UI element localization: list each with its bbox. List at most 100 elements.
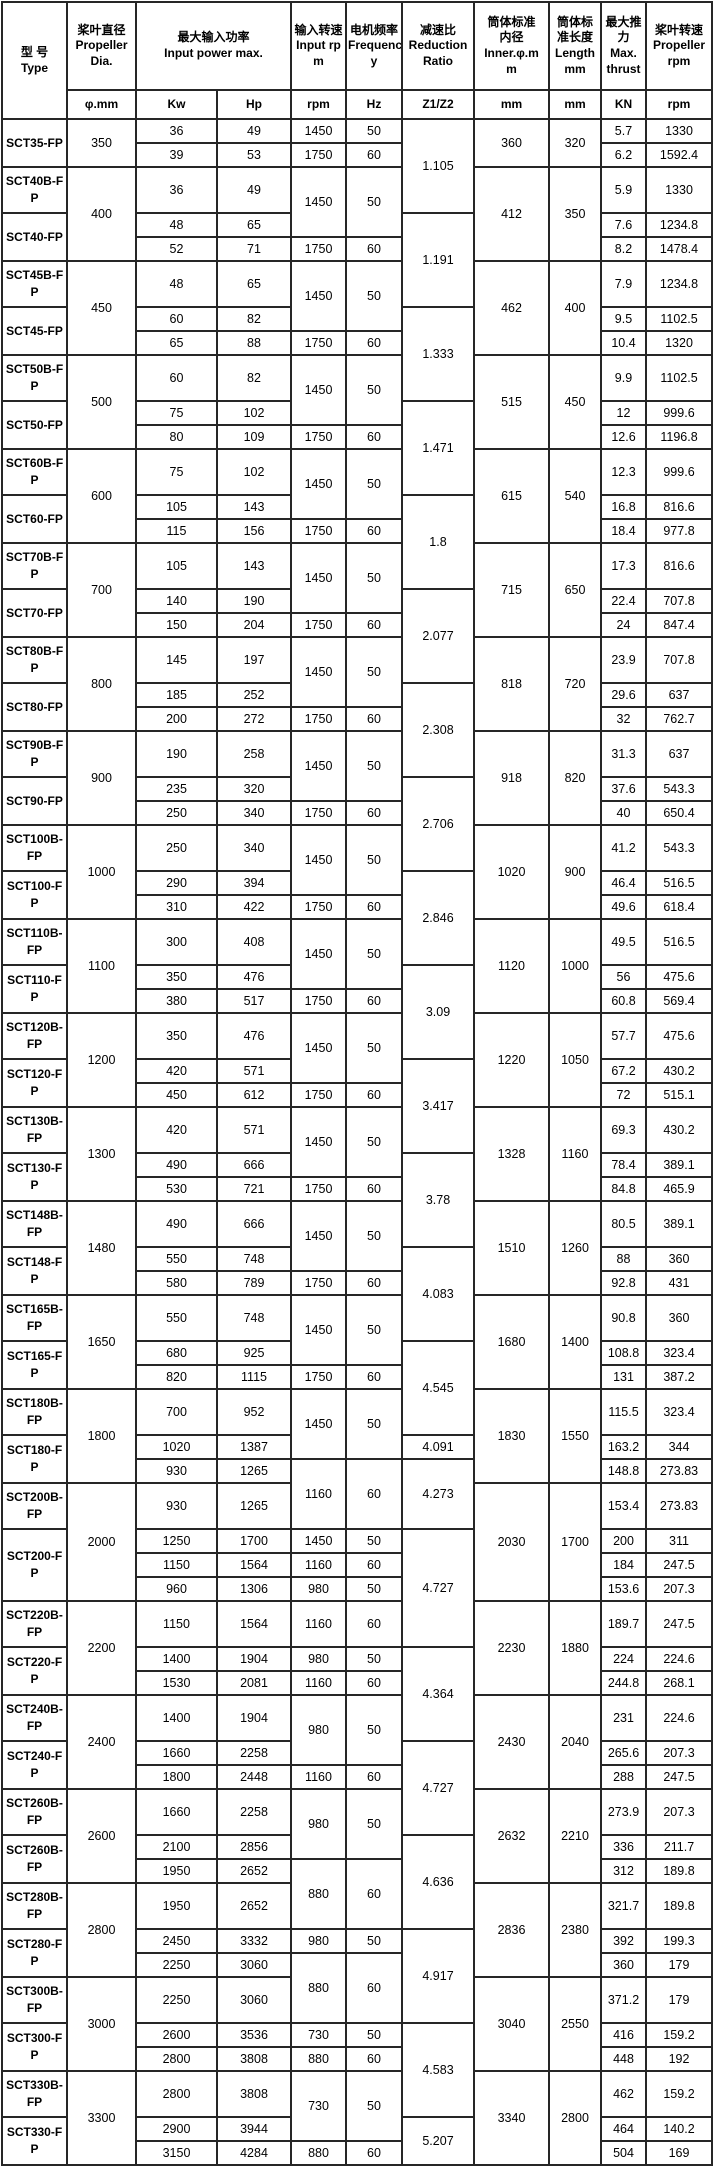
value-cell: 60 (135, 354, 218, 402)
value-cell: 925 (216, 1340, 292, 1366)
value-cell: 1592.4 (645, 142, 713, 168)
value-cell: 23.9 (600, 636, 647, 684)
value-cell: 39 (135, 142, 218, 168)
value-cell: 250 (135, 800, 218, 826)
value-cell: 416 (600, 2022, 647, 2048)
value-cell: 880 (290, 2140, 347, 2166)
value-cell: 500 (66, 354, 137, 450)
value-cell: 389.1 (645, 1152, 713, 1178)
value-cell: 450 (135, 1082, 218, 1108)
model-cell: SCT50B-FP (1, 354, 68, 402)
value-cell: 50 (345, 1012, 403, 1084)
value-cell: 980 (290, 1694, 347, 1766)
value-cell: 2632 (473, 1788, 550, 1884)
value-cell: 1750 (290, 894, 347, 920)
value-cell: 105 (135, 494, 218, 520)
value-cell: 999.6 (645, 448, 713, 496)
value-cell: 700 (135, 1388, 218, 1436)
value-cell: 504 (600, 2140, 647, 2166)
unit-cell: Hp (216, 89, 292, 120)
table-row: SCT40-FP 48 65 1.191 7.6 1234.8 (1, 212, 713, 308)
value-cell: 211.7 (645, 1834, 713, 1860)
value-cell: 22.4 (600, 588, 647, 614)
value-cell: 1750 (290, 706, 347, 732)
value-cell: 615 (473, 448, 550, 544)
value-cell: 50 (345, 918, 403, 990)
model-cell: SCT330B-FP (1, 2070, 68, 2118)
value-cell: 580 (135, 1270, 218, 1296)
value-cell: 880 (290, 2046, 347, 2072)
table-row: SCT60B-FP 600 75 102 1450 50 615 540 12.3 999.6 (1, 448, 713, 544)
table-row: 960 1306 980 50 153.6 207.3 (2, 1576, 713, 1602)
value-cell: 311 (645, 1528, 713, 1554)
value-cell: 2380 (548, 1882, 602, 1978)
table-row: 150 204 1750 60 24 847.4 (2, 612, 713, 638)
table-row: SCT300-FP 2600 3536 730 50 4.583 416 159.2 (1, 2022, 713, 2118)
value-cell: 1750 (290, 1082, 347, 1108)
value-cell: 350 (548, 166, 602, 262)
value-cell: 2800 (548, 2070, 602, 2166)
value-cell: 50 (345, 1106, 403, 1178)
value-cell: 1160 (290, 1600, 347, 1648)
value-cell: 400 (548, 260, 602, 356)
value-cell: 571 (216, 1058, 292, 1084)
value-cell: 3060 (216, 1976, 292, 2024)
model-cell: SCT220B-FP (1, 1600, 68, 1648)
value-cell: 1450 (290, 166, 347, 238)
value-cell: 1800 (66, 1388, 137, 1484)
value-cell: 300 (135, 918, 218, 966)
value-cell: 490 (135, 1152, 218, 1178)
value-cell: 1050 (548, 1012, 602, 1108)
table-row: 2250 3060 880 60 360 179 (2, 1952, 713, 2024)
header-cell: 型 号 Type (1, 1, 68, 120)
table-row: SCT165B-FP 1650 550 748 1450 50 1680 1400 90.8 36… (1, 1294, 713, 1390)
model-cell: SCT120-FP (1, 1058, 68, 1108)
value-cell: 60 (345, 2046, 403, 2072)
value-cell: 1830 (473, 1388, 550, 1484)
value-cell: 7.6 (600, 212, 647, 238)
value-cell: 1100 (66, 918, 137, 1014)
value-cell: 1510 (473, 1200, 550, 1296)
value-cell: 57.7 (600, 1012, 647, 1060)
value-cell: 400 (66, 166, 137, 262)
table-header: 型 号 Type 桨叶直径 Propeller Dia. 最大输入功率 Input … (1, 1, 713, 120)
value-cell: 50 (345, 1294, 403, 1366)
value-cell: 50 (345, 730, 403, 802)
value-cell: 321.7 (600, 1882, 647, 1930)
value-cell: 189.8 (645, 1858, 713, 1884)
value-cell: 17.3 (600, 542, 647, 590)
value-cell: 49.6 (600, 894, 647, 920)
value-cell: 476 (216, 964, 292, 990)
value-cell: 748 (216, 1246, 292, 1272)
value-cell: 4.727 (401, 1740, 475, 1836)
header-row: 型 号 Type 桨叶直径 Propeller Dia. 最大输入功率 Input … (1, 1, 713, 120)
value-cell: 159.2 (645, 2022, 713, 2048)
table-row: SCT240-FP 1660 2258 4.727 265.6 207.3 (1, 1740, 713, 1836)
value-cell: 179 (645, 1976, 713, 2024)
value-cell: 224.6 (645, 1646, 713, 1672)
value-cell: 60 (345, 1082, 403, 1108)
value-cell: 550 (135, 1246, 218, 1272)
value-cell: 650.4 (645, 800, 713, 826)
model-cell: SCT148-FP (1, 1246, 68, 1296)
value-cell: 184 (600, 1552, 647, 1578)
header-cell: 筒体标 准长度 Length mm (548, 1, 602, 91)
value-cell: 1680 (473, 1294, 550, 1390)
value-cell: 1234.8 (645, 260, 713, 308)
table-row: SCT45-FP 60 82 1.333 9.5 1102.5 (1, 306, 713, 402)
value-cell: 273.83 (645, 1482, 713, 1530)
value-cell: 2600 (66, 1788, 137, 1884)
value-cell: 475.6 (645, 964, 713, 990)
value-cell: 360 (600, 1952, 647, 1978)
value-cell: 5.207 (401, 2116, 475, 2166)
table-row: SCT50-FP 75 102 1.471 12 999.6 (1, 400, 713, 496)
value-cell: 50 (345, 354, 403, 426)
model-cell: SCT165B-FP (1, 1294, 68, 1342)
value-cell: 67.2 (600, 1058, 647, 1084)
value-cell: 371.2 (600, 1976, 647, 2024)
value-cell: 900 (548, 824, 602, 920)
value-cell: 37.6 (600, 776, 647, 802)
value-cell: 707.8 (645, 588, 713, 614)
value-cell: 2250 (135, 1952, 218, 1978)
value-cell: 2550 (548, 1976, 602, 2072)
